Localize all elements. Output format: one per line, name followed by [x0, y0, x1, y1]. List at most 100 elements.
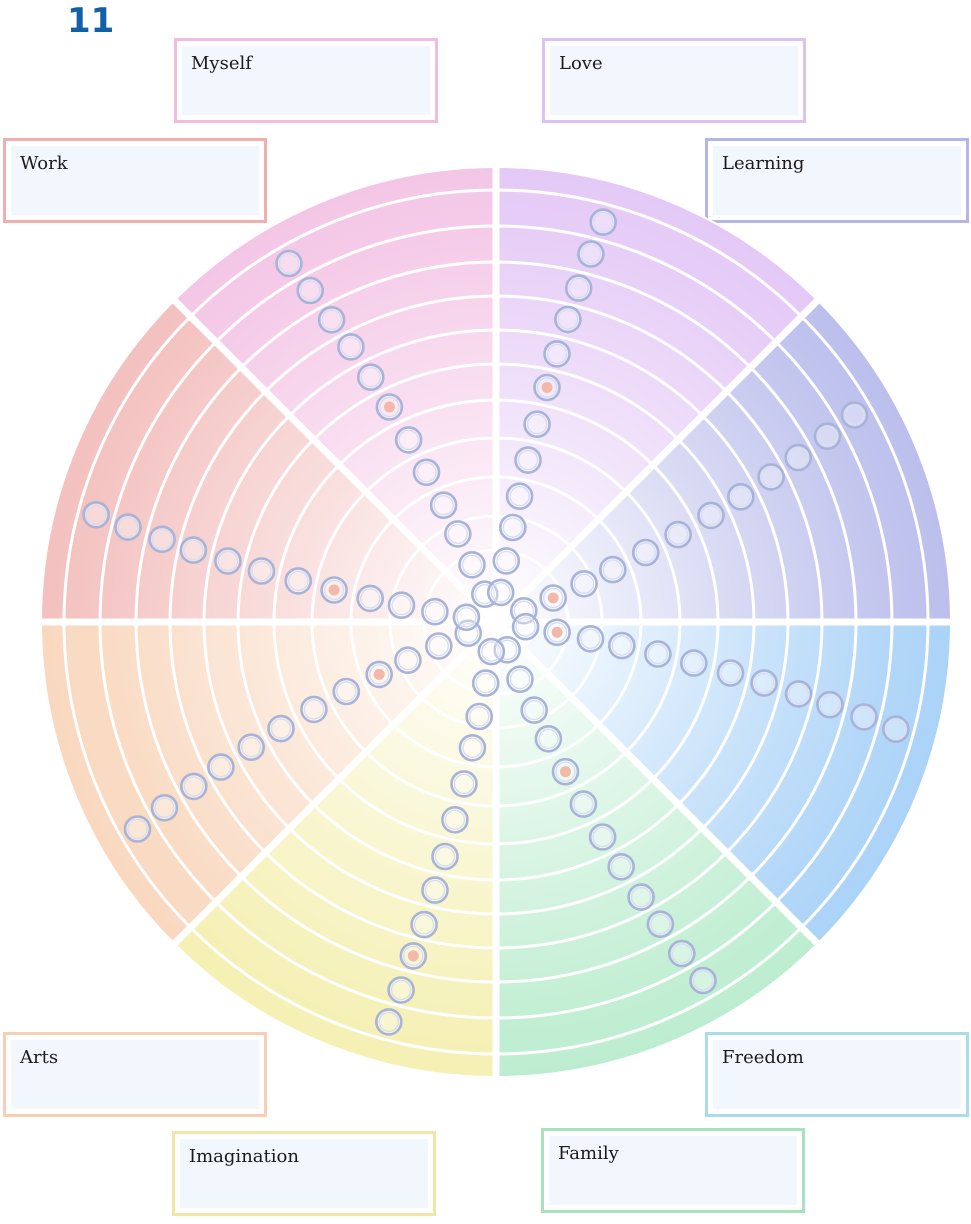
rating-dot-arts-9[interactable]	[207, 753, 235, 781]
rating-dot-imagination-3[interactable]	[465, 702, 494, 731]
rating-dot-family-7[interactable]	[588, 823, 617, 851]
rating-dot-arts-5[interactable]	[332, 677, 361, 706]
rating-dot-myself-5[interactable]	[412, 458, 441, 487]
rating-dot-freedom-6[interactable]	[679, 649, 708, 677]
rating-dot-freedom-10[interactable]	[816, 690, 844, 719]
rating-dot-imagination-4[interactable]	[458, 733, 487, 762]
rating-dot-myself-7[interactable]	[375, 393, 404, 421]
rating-dot-love-6[interactable]	[523, 410, 551, 439]
label-box-myself[interactable]: Myself	[174, 38, 438, 123]
rating-dot-learning-6[interactable]	[664, 520, 692, 549]
rating-dot-imagination-9[interactable]	[410, 910, 438, 939]
rating-dot-work-12[interactable]	[82, 500, 110, 529]
rating-dot-freedom-8[interactable]	[750, 669, 778, 697]
rating-dot-imagination-1[interactable]	[477, 637, 506, 666]
rating-dot-family-11[interactable]	[667, 939, 696, 968]
rating-dot-learning-3[interactable]	[570, 569, 598, 598]
rating-dot-myself-4[interactable]	[429, 491, 458, 520]
rating-dot-work-9[interactable]	[179, 536, 208, 564]
rating-dot-work-11[interactable]	[114, 513, 142, 541]
rating-dot-freedom-1[interactable]	[511, 612, 540, 641]
label-box-family[interactable]: Family	[541, 1128, 805, 1213]
rating-dot-love-7[interactable]	[533, 373, 561, 402]
rating-dot-myself-8[interactable]	[356, 363, 385, 392]
rating-dot-imagination-8[interactable]	[421, 876, 449, 904]
rating-dot-learning-9[interactable]	[757, 463, 785, 491]
rating-dot-learning-8[interactable]	[726, 482, 755, 511]
label-box-imagination[interactable]: Imagination	[172, 1131, 436, 1216]
rating-dot-myself-11[interactable]	[296, 276, 325, 305]
rating-dot-arts-11[interactable]	[150, 793, 179, 822]
rating-dot-imagination-2[interactable]	[471, 669, 500, 697]
rating-dot-arts-10[interactable]	[180, 772, 208, 801]
rating-dot-work-2[interactable]	[421, 597, 449, 626]
rating-dot-family-12[interactable]	[689, 966, 717, 995]
rating-dot-work-8[interactable]	[214, 547, 242, 575]
label-box-work[interactable]: Work	[3, 138, 267, 223]
rating-dot-family-8[interactable]	[607, 852, 636, 881]
rating-dot-learning-5[interactable]	[631, 538, 660, 567]
rating-dot-love-5[interactable]	[514, 446, 542, 474]
label-box-learning[interactable]: Learning	[705, 138, 969, 223]
rating-dot-family-10[interactable]	[646, 910, 675, 939]
rating-dot-imagination-7[interactable]	[431, 842, 459, 871]
rating-dot-learning-12[interactable]	[840, 401, 869, 429]
rating-dot-love-11[interactable]	[577, 240, 605, 268]
rating-dot-myself-10[interactable]	[317, 305, 346, 334]
rating-dot-learning-10[interactable]	[784, 443, 813, 472]
rating-dot-imagination-6[interactable]	[441, 805, 469, 834]
rating-dot-freedom-12[interactable]	[882, 715, 910, 744]
rating-dot-myself-3[interactable]	[443, 520, 472, 548]
rating-dot-myself-12[interactable]	[275, 249, 303, 278]
rating-dot-love-9[interactable]	[554, 305, 582, 334]
rating-dot-love-4[interactable]	[505, 482, 534, 511]
rating-dot-freedom-2[interactable]	[543, 618, 571, 647]
rating-dot-work-3[interactable]	[387, 591, 416, 620]
rating-dot-family-6[interactable]	[569, 790, 598, 818]
rating-dot-work-1[interactable]	[452, 603, 481, 632]
rating-dot-freedom-11[interactable]	[850, 703, 878, 731]
rating-dot-love-2[interactable]	[492, 547, 521, 575]
rating-dot-family-3[interactable]	[520, 696, 549, 724]
rating-dot-work-4[interactable]	[356, 584, 385, 613]
rating-dot-freedom-9[interactable]	[784, 680, 813, 708]
rating-dot-family-4[interactable]	[534, 724, 563, 753]
rating-dot-family-9[interactable]	[627, 883, 655, 911]
label-box-arts[interactable]: Arts	[3, 1032, 267, 1117]
rating-dot-work-10[interactable]	[148, 525, 176, 554]
rating-dot-work-7[interactable]	[247, 557, 276, 585]
rating-dot-family-5[interactable]	[551, 757, 580, 786]
label-box-love[interactable]: Love	[542, 38, 806, 123]
rating-dot-freedom-4[interactable]	[607, 631, 636, 660]
rating-dot-freedom-3[interactable]	[576, 624, 605, 653]
rating-dot-arts-6[interactable]	[300, 695, 328, 724]
rating-dot-imagination-11[interactable]	[387, 976, 415, 1004]
rating-dot-imagination-12[interactable]	[374, 1008, 403, 1036]
rating-dot-freedom-5[interactable]	[644, 640, 672, 668]
rating-dot-imagination-5[interactable]	[450, 770, 478, 798]
rating-dot-learning-4[interactable]	[598, 555, 627, 584]
rating-dot-arts-2[interactable]	[424, 632, 453, 660]
rating-dot-arts-4[interactable]	[365, 660, 394, 689]
rating-dot-myself-9[interactable]	[337, 333, 365, 361]
rating-dot-learning-7[interactable]	[697, 501, 725, 530]
rating-dot-love-10[interactable]	[564, 274, 593, 302]
rating-dot-arts-7[interactable]	[267, 714, 295, 743]
rating-dot-love-12[interactable]	[589, 208, 618, 236]
label-box-freedom[interactable]: Freedom	[705, 1032, 969, 1117]
rating-dot-love-1[interactable]	[486, 578, 515, 607]
rating-dot-work-5[interactable]	[320, 576, 348, 604]
rating-dot-learning-11[interactable]	[813, 422, 842, 451]
rating-dot-love-8[interactable]	[543, 340, 571, 368]
rating-dot-work-6[interactable]	[284, 567, 313, 595]
rating-dot-arts-12[interactable]	[123, 815, 152, 843]
rating-dot-myself-6[interactable]	[394, 426, 423, 454]
rating-dot-myself-2[interactable]	[458, 550, 486, 579]
rating-dot-freedom-7[interactable]	[716, 659, 745, 687]
rating-dot-imagination-10[interactable]	[399, 942, 428, 970]
rating-dot-family-2[interactable]	[506, 665, 534, 694]
rating-dot-love-3[interactable]	[498, 513, 527, 542]
rating-dot-arts-3[interactable]	[394, 646, 422, 675]
rating-dot-arts-8[interactable]	[237, 733, 265, 762]
rating-dot-learning-2[interactable]	[539, 584, 568, 612]
